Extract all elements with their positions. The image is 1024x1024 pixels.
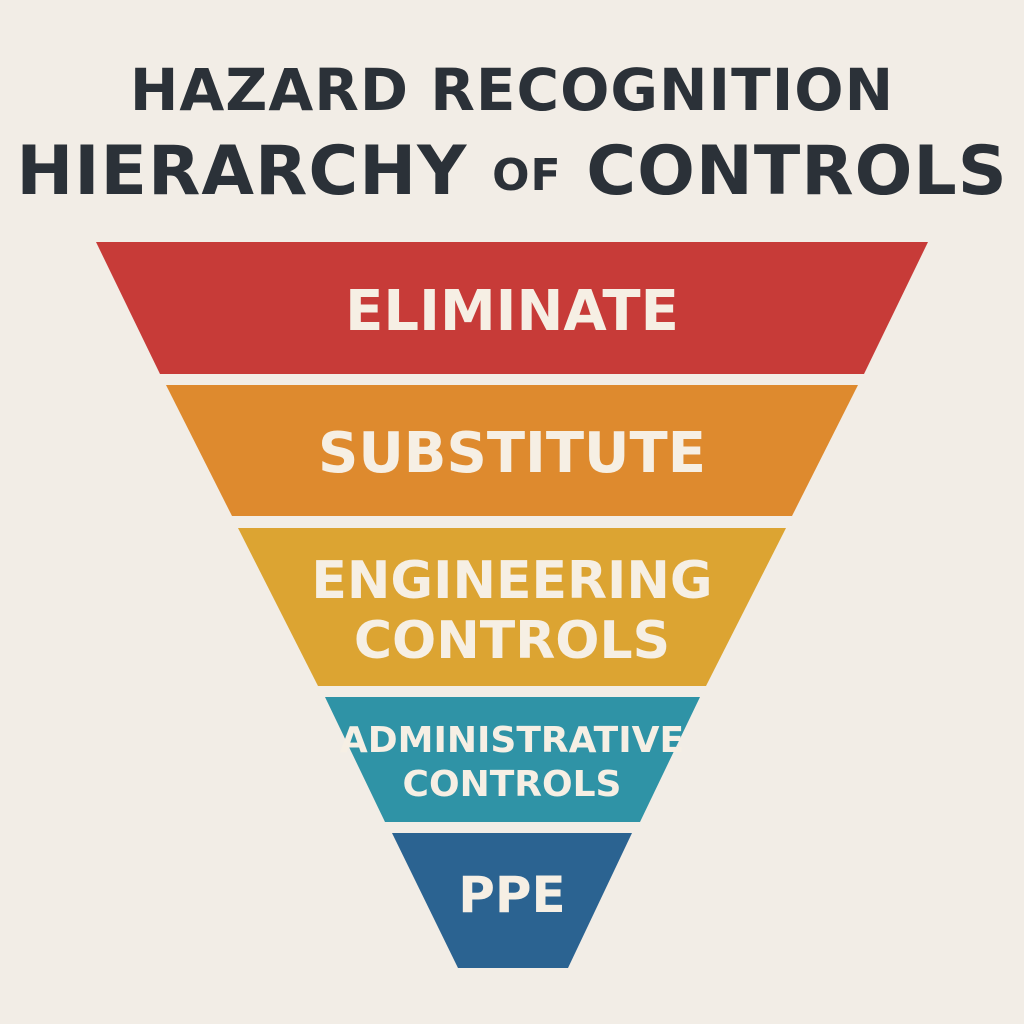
tier-1-label-line-1: ELIMINATE [345, 279, 679, 344]
title-line-1: HAZARD RECOGNITION [129, 56, 895, 124]
tier-1-band [96, 242, 928, 374]
title-line-2-start: HIERARCHY [16, 132, 493, 211]
title-line-2-end: CONTROLS [561, 132, 1008, 211]
title-line-2-of: OF [492, 150, 562, 201]
tier-5-band [392, 833, 632, 968]
tier-4-band [325, 697, 700, 822]
tier-5-label-line-1: PPE [458, 866, 565, 924]
tier-3-label-line-1: ENGINEERING [311, 551, 712, 611]
tier-2-label-line-1: SUBSTITUTE [318, 421, 706, 486]
tier-3-label-line-2: CONTROLS [354, 611, 670, 671]
tier-4-label-line-1: ADMINISTRATIVE [340, 720, 684, 761]
tier-4-label-line-2: CONTROLS [403, 764, 622, 805]
tier-3-band [238, 528, 786, 686]
tier-2-band [166, 385, 858, 516]
tiers-group: ELIMINATESUBSTITUTEENGINEERINGCONTROLSAD… [96, 242, 928, 968]
title-line-2: HIERARCHY OF CONTROLS [0, 132, 1024, 211]
